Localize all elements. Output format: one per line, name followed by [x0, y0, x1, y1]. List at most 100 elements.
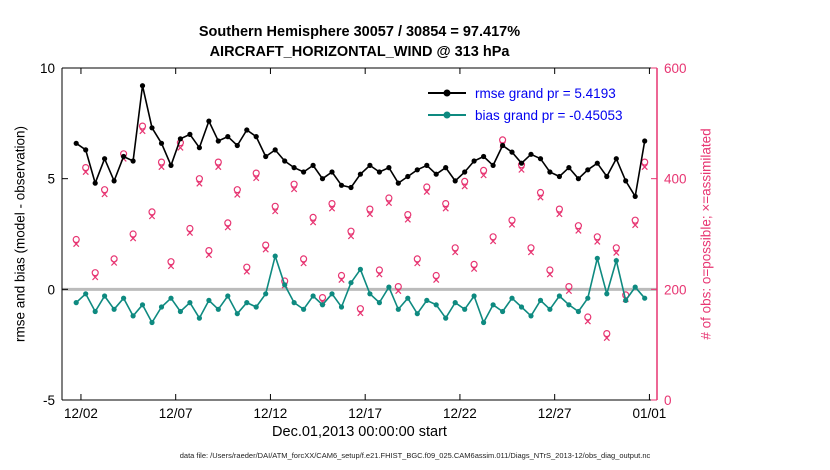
- bias-point: [111, 306, 117, 312]
- bias-point: [386, 284, 392, 290]
- bias-point: [623, 297, 629, 303]
- obs-assimilated-marker: [186, 229, 194, 237]
- obs-possible-marker: [489, 233, 497, 241]
- left-tick-label: 10: [40, 61, 55, 76]
- bias-point: [556, 293, 563, 299]
- obs-assimilated-marker: [584, 318, 591, 325]
- rmse-point: [424, 162, 430, 168]
- bias-point: [158, 304, 165, 310]
- obs-possible-marker: [91, 269, 99, 277]
- obs-possible-marker: [252, 169, 260, 177]
- legend-item-bias: bias grand pr = -0.45053: [428, 104, 622, 126]
- rmse-point: [272, 147, 278, 153]
- obs-assimilated-marker: [328, 205, 336, 212]
- rmse-point: [310, 162, 316, 168]
- rmse-point: [395, 180, 401, 186]
- obs-assimilated-marker: [470, 265, 478, 273]
- rmse-point: [234, 142, 240, 149]
- rmse-point: [500, 142, 506, 149]
- obs-possible-marker: [337, 271, 346, 280]
- obs-possible-marker: [423, 183, 431, 191]
- bias-point: [263, 291, 269, 297]
- bias-point: [528, 313, 534, 319]
- bias-point: [139, 302, 146, 308]
- rmse-point: [481, 153, 487, 160]
- obs-assimilated-marker: [385, 199, 393, 207]
- x-tick-label: 12/02: [64, 406, 98, 421]
- obs-possible-marker: [243, 263, 251, 271]
- bias-point: [102, 293, 108, 299]
- left-tick-label: 5: [47, 172, 55, 187]
- obs-possible-marker: [603, 330, 611, 338]
- obs-possible-marker: [167, 258, 175, 266]
- obs-assimilated-marker: [338, 276, 345, 284]
- obs-possible-marker: [214, 158, 222, 166]
- bias-point: [547, 306, 553, 312]
- bias-point: [537, 297, 544, 303]
- rmse-point: [490, 162, 496, 168]
- bias-point: [367, 291, 373, 297]
- obs-possible-marker: [480, 166, 488, 174]
- obs-assimilated-marker: [300, 260, 307, 267]
- left-tick-label: 0: [47, 282, 55, 297]
- obs-assimilated-marker: [158, 163, 165, 171]
- obs-assimilated-marker: [196, 180, 203, 187]
- bias-point: [585, 295, 591, 301]
- rmse-point: [130, 158, 136, 164]
- obs-assimilated-marker: [452, 249, 459, 256]
- rmse-point: [206, 118, 212, 124]
- obs-assimilated-marker: [613, 249, 620, 256]
- bias-point: [462, 306, 468, 312]
- obs-assimilated-marker: [243, 268, 250, 275]
- bias-point: [500, 308, 506, 315]
- rmse-point: [319, 176, 326, 182]
- bias-point: [414, 311, 420, 317]
- obs-possible-marker: [631, 216, 639, 224]
- rmse-point: [338, 182, 345, 188]
- bias-point: [376, 300, 382, 306]
- obs-assimilated-marker: [518, 166, 525, 173]
- obs-possible-marker: [129, 230, 137, 238]
- bias-point: [613, 258, 619, 264]
- obs-assimilated-marker: [129, 235, 137, 242]
- obs-assimilated-marker: [272, 208, 279, 215]
- rmse-point: [585, 167, 591, 173]
- rmse-point: [301, 169, 307, 175]
- bias-point: [272, 253, 278, 259]
- series-lines-layer: [73, 83, 648, 326]
- obs-possible-marker: [72, 235, 80, 244]
- bias-point: [215, 306, 221, 312]
- obs-assimilated-marker: [92, 274, 99, 281]
- legend-dot-marker: [443, 111, 451, 119]
- bias-point: [338, 304, 345, 310]
- obs-assimilated-marker: [546, 271, 554, 278]
- y-axis-label-left: rmse and bias (model - observation): [12, 125, 28, 343]
- bias-point: [121, 295, 127, 301]
- obs-assimilated-marker: [215, 163, 222, 171]
- obs-possible-marker: [366, 205, 374, 213]
- obs-assimilated-marker: [594, 238, 601, 245]
- obs-possible-marker: [442, 200, 450, 208]
- obs-possible-marker: [461, 177, 469, 185]
- obs-possible-marker: [404, 211, 412, 219]
- rmse-point: [367, 162, 373, 168]
- rmse-point: [547, 169, 553, 175]
- rmse-point: [187, 131, 193, 137]
- obs-assimilated-marker: [489, 238, 497, 245]
- obs-possible-marker: [300, 255, 308, 263]
- rmse-point: [83, 147, 89, 153]
- rmse-point: [73, 140, 79, 146]
- bias-point: [92, 308, 98, 315]
- bias-point: [329, 291, 335, 297]
- bias-point: [632, 284, 638, 290]
- rmse-point: [92, 180, 98, 186]
- x-tick-label: 12/17: [348, 406, 382, 421]
- bias-point: [395, 306, 401, 312]
- bias-point: [604, 291, 610, 297]
- obs-assimilated-marker: [167, 262, 175, 270]
- rmse-point: [329, 169, 335, 175]
- rmse-point: [604, 173, 610, 180]
- legend-dot-marker: [443, 89, 451, 97]
- bias-point: [566, 302, 572, 308]
